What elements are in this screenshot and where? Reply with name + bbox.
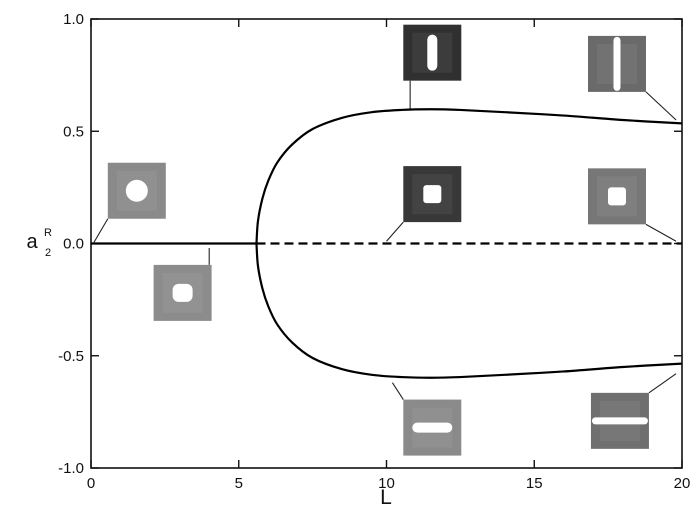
y-tick-label: -1.0 — [58, 460, 84, 477]
inset-square-18 — [587, 168, 677, 242]
x-tick-label: 0 — [87, 475, 95, 492]
leader-line — [386, 221, 404, 242]
x-tick-label: 15 — [526, 475, 543, 492]
y-axis-label-main: a — [26, 231, 38, 253]
x-tick-label: 10 — [378, 475, 395, 492]
inset-vertical-bar-18 — [587, 35, 677, 121]
leader-line — [391, 382, 404, 400]
inset-shape-vertical-slot — [427, 34, 438, 71]
inset-circle — [93, 162, 166, 243]
inset-vertical-slot-10 — [403, 24, 462, 109]
inset-horizontal-slot-10 — [391, 382, 462, 456]
inset-rounded-square-below — [153, 247, 212, 321]
y-tick-label: -0.5 — [58, 348, 84, 365]
inset-shape-rounded-square — [172, 283, 193, 302]
inset-shape-vertical-bar — [613, 36, 621, 91]
y-tick-label: 0.0 — [63, 236, 84, 253]
x-tick-label: 20 — [674, 475, 691, 492]
leader-line — [645, 91, 677, 121]
inset-horizontal-bar-18 — [590, 373, 677, 449]
inset-square-10 — [386, 166, 462, 242]
inset-shape-circle — [125, 179, 148, 202]
y-axis-label-sup: R — [44, 227, 52, 239]
y-tick-label: 0.5 — [63, 123, 84, 140]
leader-line — [648, 373, 677, 394]
x-axis-label: L — [380, 486, 392, 509]
inset-shape-square — [423, 185, 442, 204]
leader-line — [93, 218, 109, 243]
y-axis-label: a 2 R — [26, 227, 52, 259]
inset-shape-horizontal-slot — [412, 422, 453, 433]
y-tick-label: 1.0 — [63, 11, 84, 28]
leader-line — [645, 223, 677, 242]
series-line-3 — [255, 108, 683, 244]
y-axis-label-sub: 2 — [45, 247, 51, 259]
series-line-4 — [255, 243, 683, 379]
x-tick-label: 5 — [235, 475, 243, 492]
inset-shape-horizontal-bar — [591, 417, 648, 425]
inset-shape-square — [607, 187, 626, 206]
